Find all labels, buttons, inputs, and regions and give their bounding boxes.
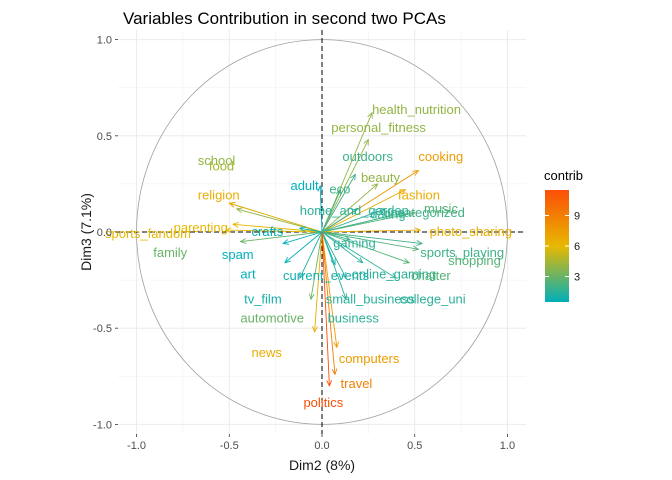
label-adult: adult	[290, 178, 319, 193]
label-parenting: parenting	[174, 220, 228, 235]
arrow-business	[321, 231, 346, 299]
label-family: family	[153, 245, 187, 260]
y-tick-label: 1.0	[97, 35, 112, 47]
label-uncategorized: uncategorized	[383, 205, 465, 220]
y-tick-label: -1.0	[93, 419, 112, 431]
y-tick-label: -0.5	[93, 323, 112, 335]
arrow-small-business	[321, 231, 346, 278]
arrow-photo-sharing	[321, 230, 420, 232]
x-axis-title: Dim2 (8%)	[289, 457, 355, 473]
x-tick-label: -0.5	[220, 440, 239, 452]
label-personal-fitness: personal_fitness	[331, 120, 426, 135]
y-axis-title: Dim3 (7.1%)	[78, 193, 94, 271]
legend-tick-label: 6	[574, 241, 580, 253]
legend-title: contrib	[544, 168, 583, 183]
arrow-family	[240, 231, 323, 242]
legend-tick-label: 3	[574, 272, 580, 284]
label-outdoors: outdoors	[342, 149, 393, 164]
arrow-parenting	[233, 224, 323, 233]
label-tv-film: tv_film	[244, 291, 282, 306]
chart-title: Variables Contribution in second two PCA…	[123, 9, 446, 28]
arrow-outdoors	[321, 174, 355, 233]
label-dating: dating	[370, 207, 405, 222]
label-automotive: automotive	[240, 311, 304, 326]
x-tick-label: 0.5	[407, 440, 422, 452]
legend-tick-label: 9	[574, 210, 580, 222]
label-computers: computers	[339, 351, 400, 366]
arrow-eco	[321, 190, 341, 233]
label-cooking: cooking	[418, 149, 463, 164]
arrow-religion	[229, 203, 323, 233]
y-axis-ticks: -1.0 -0.5 0.0 0.5 1.0	[93, 35, 118, 431]
label-art: art	[240, 266, 256, 281]
arrow-music	[321, 213, 415, 233]
arrow-chatter	[321, 231, 409, 263]
arrow-politics	[321, 231, 329, 386]
label-religion: religion	[198, 187, 240, 202]
arrow-shopping	[321, 231, 418, 249]
arrow-sports-fandom	[226, 230, 323, 232]
arrow-college-uni	[321, 231, 396, 278]
label-gaming: gaming	[333, 236, 376, 251]
x-axis-ticks: -1.0 -0.5 0.0 0.5 1.0	[127, 434, 515, 452]
x-tick-label: 1.0	[500, 440, 515, 452]
arrow-beauty	[321, 184, 378, 233]
arrow-school	[237, 209, 323, 233]
label-business: business	[328, 311, 380, 326]
arrow-online-gaming	[321, 231, 363, 263]
arrow-adult	[320, 186, 322, 233]
x-tick-label: 0.0	[314, 440, 329, 452]
label-spam: spam	[222, 247, 254, 262]
label-online-gaming: online_gaming	[352, 266, 437, 281]
x-tick-label: -1.0	[127, 440, 146, 452]
label-news: news	[252, 345, 283, 360]
label-politics: politics	[303, 395, 343, 410]
arrow-automotive	[311, 231, 323, 299]
arrow-home-and-garden	[321, 209, 357, 233]
arrow-news	[315, 231, 323, 332]
label-sports-playing: sports_playing	[420, 245, 504, 260]
arrow-spam	[283, 231, 323, 244]
label-health-nutrition: health_nutrition	[372, 102, 461, 117]
label-crafts: crafts	[252, 224, 284, 239]
label-sports-fandom: sports_fandom	[105, 226, 191, 241]
label-beauty: beauty	[361, 170, 401, 185]
arrow-fashion	[321, 190, 405, 233]
arrow-tv-film	[300, 231, 323, 278]
contrib-legend: contrib 3 6 9	[544, 168, 583, 302]
label-travel: travel	[341, 376, 373, 391]
label-fashion: fashion	[398, 187, 440, 202]
label-music: music	[424, 201, 458, 216]
label-college-uni: college_uni	[400, 291, 466, 306]
y-tick-label: 0.0	[97, 227, 112, 239]
arrow-travel	[321, 231, 335, 374]
label-school: school	[198, 153, 236, 168]
arrow-dating	[321, 209, 385, 233]
legend-ticks: 3 6 9	[545, 210, 580, 284]
label-food: food	[209, 159, 234, 174]
y-tick-label: 0.5	[97, 131, 112, 143]
label-home-and-garden: home_and_garden	[300, 203, 409, 218]
label-small-business: small_business	[326, 291, 415, 306]
label-current-events: current_events	[283, 268, 369, 283]
arrow-crafts	[300, 228, 323, 233]
arrow-personal-fitness	[321, 140, 368, 233]
label-shopping: shopping	[448, 253, 501, 268]
label-photo-sharing: photo_sharing	[430, 224, 512, 239]
arrow-sports-playing	[321, 231, 422, 244]
variable-arrows	[226, 113, 423, 386]
arrow-computers	[321, 231, 337, 347]
label-eco: eco	[329, 182, 350, 197]
arrow-art	[285, 231, 323, 263]
label-chatter: chatter	[411, 268, 451, 283]
